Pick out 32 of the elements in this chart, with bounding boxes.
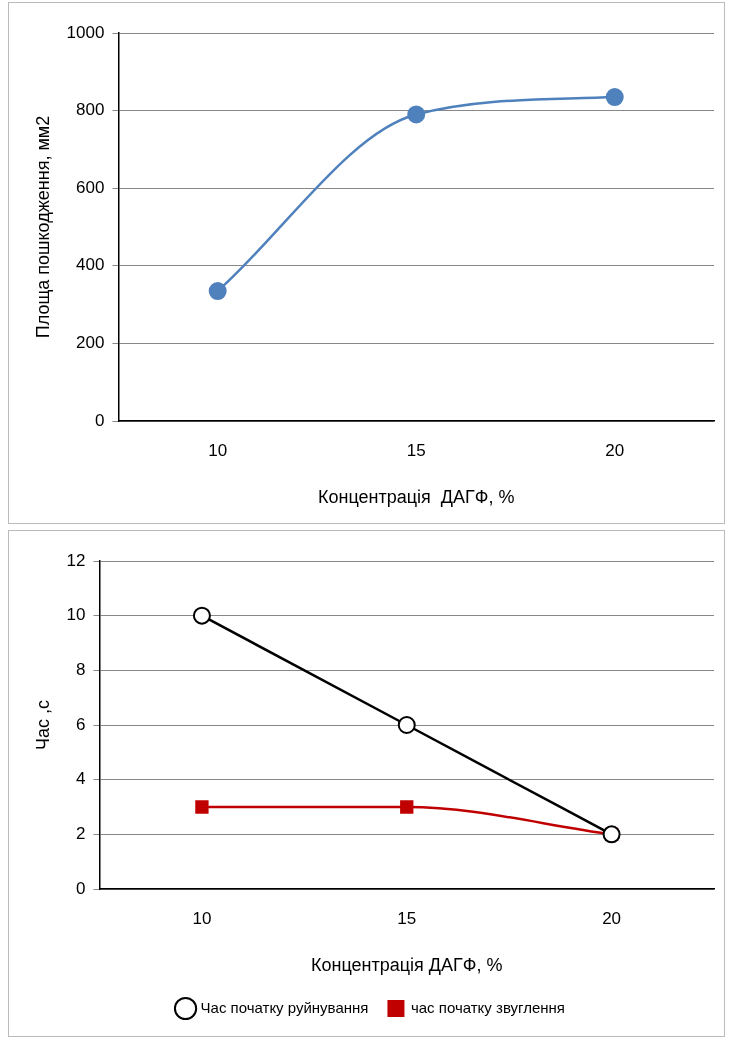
- y-tick-label: 0: [76, 878, 86, 898]
- y-axis-title: Площа пошкодження, мм2: [32, 115, 53, 339]
- x-tick-label: 10: [192, 908, 212, 928]
- point: [605, 88, 624, 107]
- y-tick-label: 10: [66, 605, 86, 625]
- x-axis-title: Концентрація ДАГФ, %: [317, 487, 515, 508]
- x-tick-label: 20: [605, 440, 625, 460]
- y-tick-label: 4: [76, 769, 86, 789]
- y-tick-label: 800: [76, 100, 105, 120]
- y-tick-label: 6: [76, 714, 86, 734]
- legend-label: Час початку руйнування: [200, 998, 369, 1016]
- y-tick-label: 2: [76, 824, 86, 844]
- x-tick-label: 15: [397, 908, 417, 928]
- y-tick-label: 0: [94, 410, 105, 430]
- point: [208, 282, 227, 301]
- point: [407, 105, 426, 124]
- point: [397, 716, 416, 734]
- y-tick-label: 1000: [66, 22, 105, 42]
- y-tick-label: 200: [76, 333, 105, 353]
- point: [400, 800, 414, 814]
- x-tick-label: 15: [406, 440, 426, 460]
- x-axis-title: Концентрація ДАГФ, %: [311, 955, 503, 976]
- y-tick-label: 400: [76, 255, 105, 275]
- y-tick-label: 8: [76, 660, 86, 680]
- point: [192, 606, 211, 625]
- point: [195, 800, 209, 814]
- y-tick-label: 600: [76, 177, 105, 197]
- legend-label: час початку звуглення: [410, 998, 565, 1016]
- y-axis-title: Час ,с: [32, 699, 53, 751]
- x-tick-label: 10: [208, 440, 228, 460]
- y-tick-label: 12: [66, 550, 86, 570]
- x-tick-label: 20: [602, 908, 622, 928]
